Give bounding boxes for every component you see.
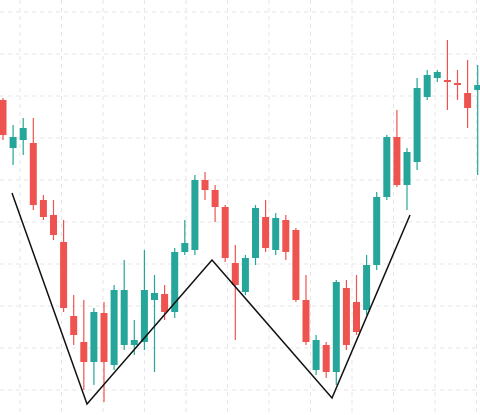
candle-body <box>423 75 431 97</box>
candle-body <box>383 137 391 197</box>
candle-body <box>50 215 57 235</box>
candle-body <box>39 200 47 217</box>
candle-body <box>252 208 259 258</box>
candle-body <box>353 302 360 332</box>
candle-body <box>312 340 320 370</box>
candle-body <box>130 340 138 345</box>
candle-body <box>241 258 249 292</box>
w-pattern-line <box>11 192 411 406</box>
candle-body <box>272 218 280 250</box>
candle-body <box>332 282 340 372</box>
candle-body <box>282 220 290 252</box>
candle-body <box>221 207 229 258</box>
candle-body <box>231 263 239 285</box>
candle-body <box>151 293 158 300</box>
candle-body <box>262 217 270 248</box>
candle-body <box>373 197 381 265</box>
candle-body <box>443 80 451 82</box>
candle-body <box>393 137 401 185</box>
candle-body <box>302 300 310 342</box>
candle-body <box>100 313 108 362</box>
candle-body <box>110 290 118 365</box>
candle-body <box>90 312 98 362</box>
candle-body <box>403 152 411 185</box>
candle-body <box>120 290 128 345</box>
candle-body <box>0 100 7 135</box>
candle-body <box>454 83 461 85</box>
candle-body <box>140 290 148 342</box>
candle-body <box>191 180 199 250</box>
candle-body <box>464 93 472 108</box>
candle-body <box>474 85 480 90</box>
candle-body <box>181 243 189 252</box>
candle-body <box>413 88 421 162</box>
candle-body <box>211 190 219 207</box>
candle-body <box>292 230 300 300</box>
candle-body <box>342 288 350 345</box>
candle-body <box>201 180 209 190</box>
candles <box>0 40 480 402</box>
candle-body <box>80 342 88 362</box>
candle-body <box>70 316 78 335</box>
candle-body <box>60 242 68 308</box>
candle-body <box>19 128 27 140</box>
candle-body <box>171 252 179 312</box>
candle-body <box>322 345 330 372</box>
candle-body <box>363 265 371 310</box>
candle-body <box>433 72 441 78</box>
candle-body <box>29 143 37 205</box>
candle-body <box>161 294 169 312</box>
candle-body <box>9 137 17 148</box>
